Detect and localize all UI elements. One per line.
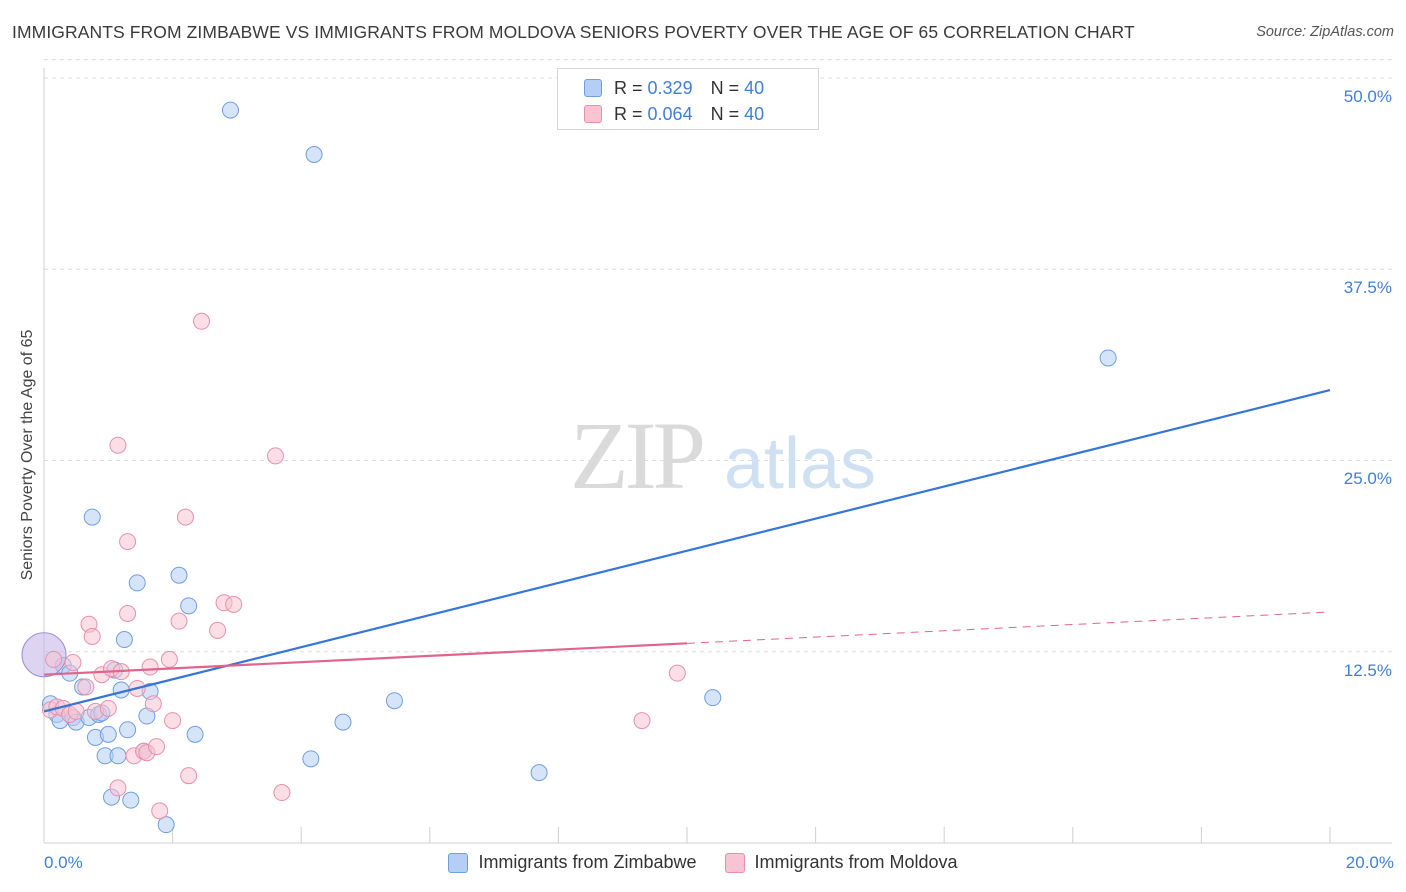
point-zimbabwe <box>99 725 117 743</box>
point-moldova <box>77 678 95 696</box>
point-moldova <box>119 605 137 622</box>
y-tick-25: 25.0% <box>1343 469 1392 488</box>
moldova-swatch <box>584 105 602 123</box>
y-tick-50: 50.0% <box>1343 87 1392 106</box>
r-label: R = <box>614 77 643 98</box>
point-zimbabwe <box>122 791 140 809</box>
point-moldova <box>109 779 127 797</box>
point-zimbabwe <box>385 692 403 710</box>
point-moldova <box>668 664 686 682</box>
legend-swatch-moldova <box>724 852 745 873</box>
watermark: ZIP atlas <box>570 402 876 509</box>
chart-title: IMMIGRANTS FROM ZIMBABWE VS IMMIGRANTS F… <box>12 22 1135 42</box>
watermark-zip: ZIP <box>570 402 703 509</box>
legend-label-moldova: Immigrants from Moldova <box>754 852 958 872</box>
point-zimbabwe <box>1099 349 1117 367</box>
source-label: Source: ZipAtlas.com <box>1256 24 1394 40</box>
trend-line-moldova <box>43 642 688 676</box>
zimbabwe-swatch <box>584 79 602 97</box>
axes <box>43 68 1392 844</box>
point-moldova <box>164 712 182 730</box>
trend-line-zimbabwe <box>43 389 1331 713</box>
legend-swatch-zimbabwe <box>448 852 469 873</box>
point-moldova <box>64 653 82 671</box>
legend-item-zimbabwe[interactable]: Immigrants from Zimbabwe <box>448 852 697 873</box>
point-moldova <box>45 650 63 668</box>
point-moldova <box>109 436 127 454</box>
x-tick-max: 20.0% <box>1345 853 1394 872</box>
n-value-moldova: 40 <box>744 103 765 124</box>
point-zimbabwe <box>157 816 175 834</box>
stats-legend: R = 0.329 N = 40 R = 0.064 N = 40 <box>557 68 819 130</box>
point-zimbabwe <box>302 750 320 768</box>
trend-line-moldova-dashed <box>686 611 1331 644</box>
stats-row-moldova: R = 0.064 N = 40 <box>584 103 764 125</box>
point-moldova <box>144 695 162 713</box>
y-tick-12-5: 12.5% <box>1343 661 1392 680</box>
point-moldova <box>266 447 284 465</box>
gridlines <box>44 59 1392 653</box>
point-zimbabwe <box>334 713 352 731</box>
point-zimbabwe <box>221 101 239 119</box>
point-zimbabwe <box>115 631 133 649</box>
r-label: R = <box>614 103 643 124</box>
point-moldova <box>193 312 211 330</box>
stats-row-zimbabwe: R = 0.329 N = 40 <box>584 77 764 99</box>
point-moldova <box>225 595 243 613</box>
point-moldova <box>119 533 137 551</box>
watermark-atlas: atlas <box>724 424 876 504</box>
point-moldova <box>160 650 178 668</box>
n-label: N = <box>710 77 740 98</box>
point-moldova <box>151 802 169 820</box>
y-tick-37-5: 37.5% <box>1343 278 1392 297</box>
point-moldova <box>180 767 198 785</box>
x-tick-min: 0.0% <box>44 853 83 872</box>
n-value-zimbabwe: 40 <box>744 77 765 98</box>
point-moldova <box>141 658 159 676</box>
data-points <box>21 101 1117 834</box>
point-zimbabwe <box>186 725 204 743</box>
point-zimbabwe <box>704 689 722 707</box>
series-legend: Immigrants from Zimbabwe Immigrants from… <box>0 852 1406 873</box>
point-zimbabwe <box>109 747 127 765</box>
r-value-zimbabwe: 0.329 <box>647 77 693 98</box>
point-moldova <box>170 612 188 630</box>
point-moldova <box>273 784 291 802</box>
r-value-moldova: 0.064 <box>647 103 693 124</box>
n-label: N = <box>710 103 740 124</box>
point-moldova <box>99 699 117 717</box>
point-zimbabwe <box>305 146 323 163</box>
point-zimbabwe <box>119 721 137 739</box>
point-moldova <box>176 508 194 526</box>
legend-label-zimbabwe: Immigrants from Zimbabwe <box>478 852 697 872</box>
trend-lines <box>43 389 1331 713</box>
point-zimbabwe <box>83 508 101 526</box>
point-zimbabwe <box>128 574 146 592</box>
point-zimbabwe <box>530 764 548 782</box>
point-moldova <box>83 627 101 645</box>
point-moldova <box>633 712 651 730</box>
point-moldova <box>209 621 227 639</box>
legend-item-moldova[interactable]: Immigrants from Moldova <box>724 852 958 873</box>
point-zimbabwe <box>170 566 188 584</box>
point-moldova <box>148 738 166 756</box>
point-zimbabwe <box>180 597 198 615</box>
